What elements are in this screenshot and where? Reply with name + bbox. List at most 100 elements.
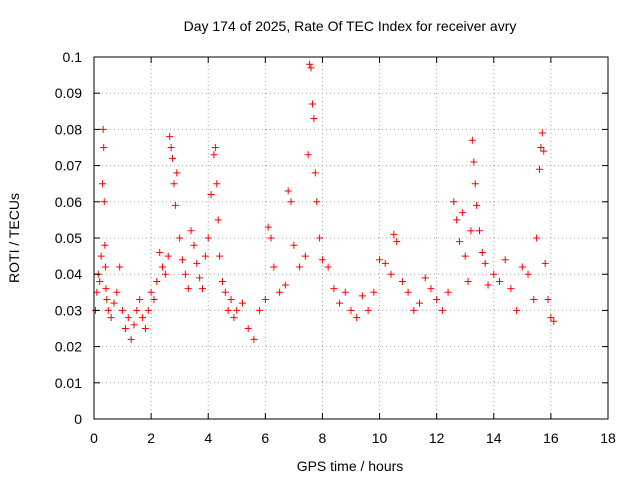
- data-point: [113, 288, 121, 296]
- y-tick-label: 0.06: [55, 194, 82, 210]
- y-tick-label: 0: [74, 411, 82, 427]
- data-point: [184, 285, 192, 293]
- data-point: [470, 158, 478, 166]
- y-tick-label: 0.05: [55, 230, 82, 246]
- data-point: [147, 288, 155, 296]
- data-point: [467, 227, 475, 235]
- data-point: [387, 270, 395, 278]
- data-point: [166, 133, 174, 141]
- data-point: [130, 321, 138, 329]
- data-point: [427, 285, 435, 293]
- y-tick-label: 0.02: [55, 339, 82, 355]
- y-tick-label: 0.08: [55, 121, 82, 137]
- data-point: [164, 252, 172, 260]
- data-point: [490, 270, 498, 278]
- axis-ticks: [93, 56, 609, 420]
- data-point: [444, 288, 452, 296]
- y-tick-label: 0.09: [55, 85, 82, 101]
- data-point: [216, 252, 224, 260]
- data-point: [116, 263, 124, 271]
- data-point: [187, 227, 195, 235]
- data-point: [533, 234, 541, 242]
- data-point: [230, 314, 238, 322]
- data-point: [93, 288, 101, 296]
- data-point: [97, 252, 105, 260]
- data-point: [307, 64, 315, 72]
- data-point: [481, 259, 489, 267]
- data-point: [169, 154, 177, 162]
- data-point: [100, 144, 108, 151]
- data-point: [101, 263, 109, 271]
- x-tick-label: 4: [204, 430, 212, 446]
- data-point: [284, 187, 292, 195]
- data-point: [304, 151, 312, 159]
- data-point: [306, 60, 314, 68]
- data-point: [410, 306, 418, 314]
- data-point: [199, 285, 207, 293]
- data-point: [179, 256, 187, 264]
- data-point: [127, 335, 135, 343]
- data-point: [201, 252, 209, 260]
- y-axis-label: ROTI / TECUs: [6, 193, 22, 283]
- data-point: [141, 325, 149, 332]
- data-point: [311, 169, 319, 177]
- data-point: [101, 241, 109, 249]
- data-point: [103, 296, 111, 304]
- data-point: [495, 277, 503, 285]
- data-point: [176, 234, 184, 242]
- data-point: [541, 259, 549, 267]
- data-point: [473, 201, 481, 209]
- data-point: [207, 191, 215, 199]
- data-point: [219, 277, 226, 285]
- data-point: [530, 296, 538, 304]
- data-point: [381, 259, 389, 267]
- data-point: [99, 180, 107, 188]
- data-point: [227, 296, 235, 304]
- data-point: [461, 252, 469, 260]
- data-point: [133, 306, 141, 314]
- data-point: [478, 248, 486, 256]
- data-point: [102, 285, 110, 293]
- data-point: [341, 288, 349, 296]
- data-point: [330, 285, 338, 293]
- grid-lines: [94, 57, 608, 419]
- x-tick-label: 0: [90, 430, 98, 446]
- data-point: [104, 306, 112, 314]
- data-point: [156, 248, 164, 256]
- data-point: [421, 274, 429, 282]
- data-points: [91, 60, 558, 343]
- data-point: [167, 144, 175, 151]
- data-point: [358, 292, 366, 300]
- data-point: [107, 314, 115, 322]
- data-point: [281, 281, 289, 289]
- data-point: [393, 238, 401, 246]
- data-point: [233, 306, 241, 314]
- data-point: [456, 238, 464, 246]
- data-point: [161, 270, 169, 278]
- data-point: [96, 277, 104, 285]
- data-point: [316, 234, 324, 242]
- data-point: [144, 306, 152, 314]
- data-point: [537, 144, 545, 151]
- data-point: [370, 288, 378, 296]
- data-point: [224, 306, 232, 314]
- data-point: [416, 299, 424, 307]
- data-point: [193, 259, 201, 267]
- data-point: [313, 198, 321, 206]
- data-point: [484, 281, 492, 289]
- data-point: [287, 198, 295, 206]
- data-point: [270, 263, 278, 271]
- data-point: [433, 296, 441, 304]
- data-point: [290, 241, 298, 249]
- data-point: [276, 288, 284, 296]
- data-point: [214, 216, 222, 224]
- data-point: [404, 288, 412, 296]
- data-point: [124, 314, 132, 322]
- data-point: [364, 306, 372, 314]
- data-point: [518, 263, 526, 271]
- data-point: [324, 263, 332, 271]
- data-point: [221, 288, 229, 296]
- data-point: [100, 198, 108, 206]
- x-tick-label: 16: [543, 430, 559, 446]
- data-point: [244, 325, 252, 332]
